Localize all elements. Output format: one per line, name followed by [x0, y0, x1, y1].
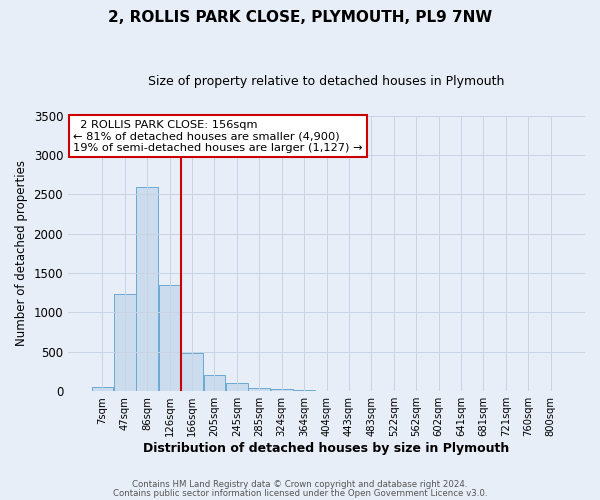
- Bar: [114, 294, 136, 391]
- Bar: [159, 285, 181, 391]
- Title: Size of property relative to detached houses in Plymouth: Size of property relative to detached ho…: [148, 75, 505, 88]
- Bar: [136, 187, 158, 391]
- Text: Contains HM Land Registry data © Crown copyright and database right 2024.: Contains HM Land Registry data © Crown c…: [132, 480, 468, 489]
- Bar: [92, 388, 113, 391]
- Bar: [248, 388, 270, 391]
- Bar: [226, 382, 248, 391]
- Bar: [181, 352, 203, 391]
- Text: Contains public sector information licensed under the Open Government Licence v3: Contains public sector information licen…: [113, 488, 487, 498]
- Bar: [203, 376, 226, 391]
- Bar: [293, 390, 315, 391]
- Text: 2 ROLLIS PARK CLOSE: 156sqm
← 81% of detached houses are smaller (4,900)
19% of : 2 ROLLIS PARK CLOSE: 156sqm ← 81% of det…: [73, 120, 363, 153]
- X-axis label: Distribution of detached houses by size in Plymouth: Distribution of detached houses by size …: [143, 442, 509, 455]
- Bar: [271, 390, 293, 391]
- Text: 2, ROLLIS PARK CLOSE, PLYMOUTH, PL9 7NW: 2, ROLLIS PARK CLOSE, PLYMOUTH, PL9 7NW: [108, 10, 492, 25]
- Y-axis label: Number of detached properties: Number of detached properties: [15, 160, 28, 346]
